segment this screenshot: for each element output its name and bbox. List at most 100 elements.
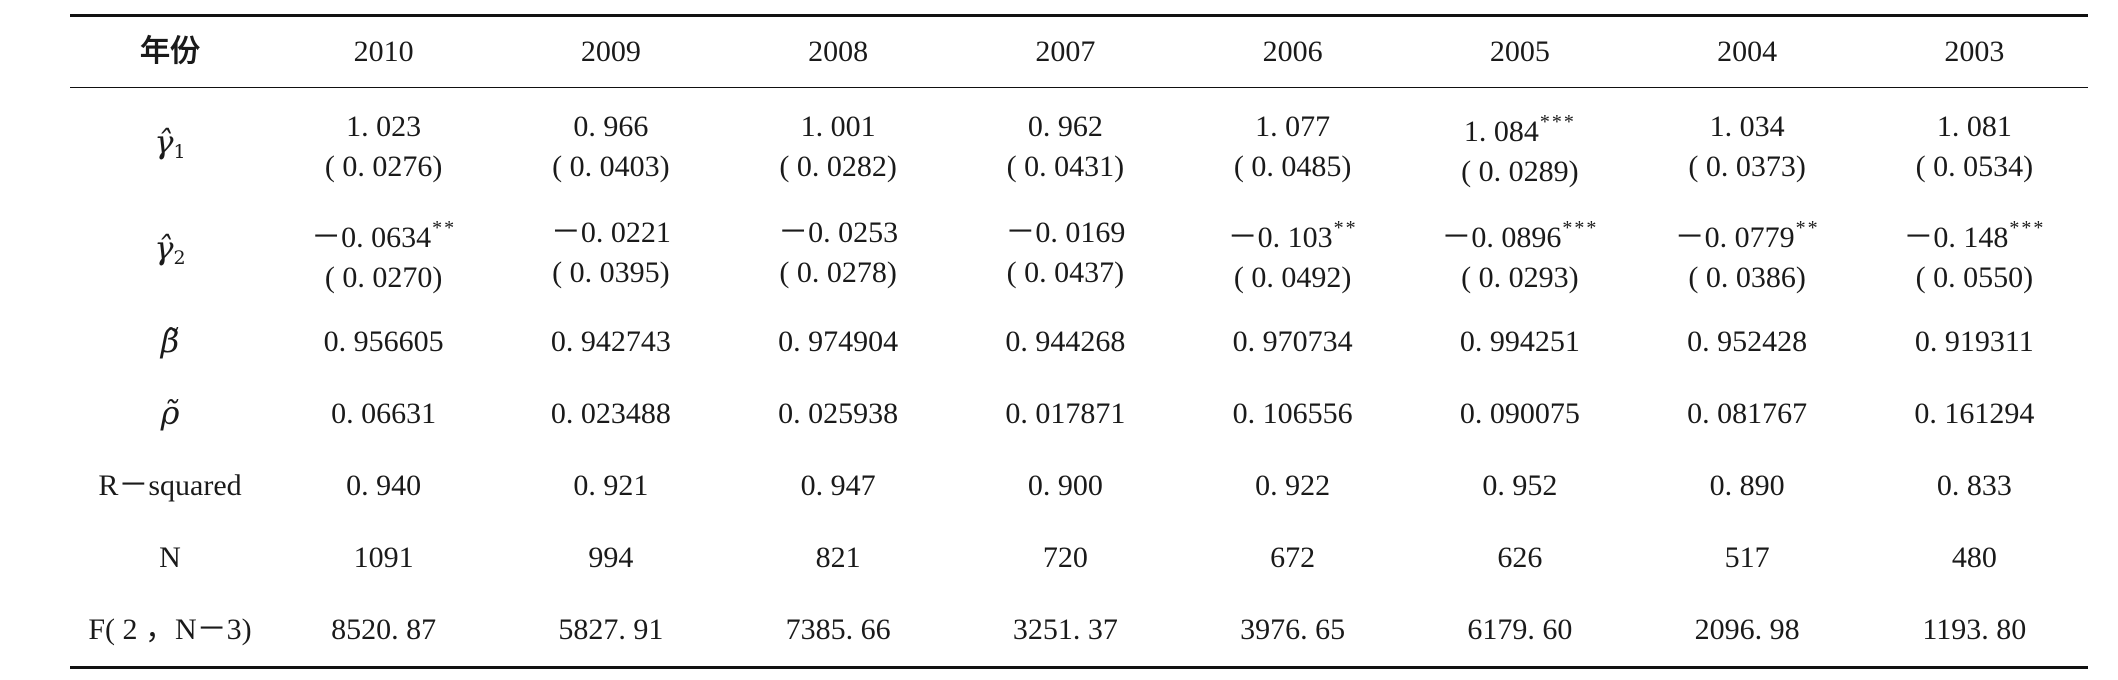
- significance-stars: ***: [1539, 111, 1576, 133]
- statistic-value: 1193. 80: [1922, 613, 2027, 646]
- coefficient-estimate-line: 1. 034: [1634, 107, 1861, 147]
- statistic-row: β̃ 0. 956605 0. 942743 0. 974904 0. 944268 0.…: [70, 306, 2088, 378]
- year-header-cell: 2004: [1717, 35, 1778, 68]
- gamma-hat-symbol: γ̂1: [154, 121, 185, 173]
- row-label-cell: β̃: [70, 306, 270, 378]
- row-label-cell: R－squared: [70, 450, 270, 522]
- coefficient-cell: －0. 0169 ( 0. 0437): [952, 200, 1179, 306]
- statistic-row: N 1091 994 821 720 672 626 517 480: [70, 522, 2088, 594]
- coefficient-value: －0. 148: [1903, 221, 2009, 254]
- standard-error: ( 0. 0534): [1915, 150, 2034, 183]
- coefficient-cell: 1. 081 ( 0. 0534): [1861, 88, 2088, 201]
- coefficient-value: 1. 034: [1709, 110, 1785, 143]
- statistic-value: 0. 952: [1482, 469, 1558, 502]
- statistic-value: 0. 106556: [1232, 397, 1353, 430]
- coefficient-estimate-line: 1. 077: [1179, 107, 1406, 147]
- statistic-value: 0. 952428: [1687, 325, 1808, 358]
- regression-results-table: 年份 2010 2009 2008 2007 2006 2005 2004 20…: [70, 14, 2088, 669]
- statistic-value: 0. 974904: [778, 325, 899, 358]
- statistic-value: 720: [1042, 541, 1088, 574]
- statistic-value: 3251. 37: [1012, 613, 1118, 646]
- statistic-value: 0. 970734: [1232, 325, 1353, 358]
- coefficient-estimate-line: 1. 001: [725, 107, 952, 147]
- coefficient-value: 1. 084: [1463, 115, 1539, 148]
- coefficient-cell: 1. 001 ( 0. 0282): [725, 88, 952, 201]
- coefficient-value: －0. 0779: [1674, 221, 1795, 254]
- coefficient-value: 1. 023: [346, 110, 422, 143]
- standard-error: ( 0. 0289): [1461, 155, 1579, 188]
- standard-error: ( 0. 0492): [1233, 261, 1352, 294]
- statistic-value: 6179. 60: [1467, 613, 1573, 646]
- beta-tilde-symbol: β̃: [160, 322, 180, 360]
- statistic-value: 0. 956605: [323, 325, 444, 358]
- statistic-value: 672: [1270, 541, 1316, 574]
- coefficient-cell: －0. 148*** ( 0. 0550): [1861, 200, 2088, 306]
- year-header-cell: 2005: [1489, 35, 1550, 68]
- statistic-value: 0. 900: [1027, 469, 1103, 502]
- row-label-cell: N: [70, 522, 270, 594]
- coefficient-row: γ̂2 －0. 0634**( 0. 0270) －0. 0221( 0. 0395…: [70, 200, 2088, 306]
- coefficient-value: －0. 0634: [311, 221, 432, 254]
- standard-error: ( 0. 0293): [1461, 261, 1579, 294]
- coefficient-cell: 1. 077 ( 0. 0485): [1179, 88, 1406, 201]
- significance-stars: ***: [1562, 217, 1599, 239]
- row-label: N: [159, 541, 181, 574]
- standard-error: ( 0. 0395): [552, 256, 670, 289]
- regression-table-container: 年份 2010 2009 2008 2007 2006 2005 2004 20…: [70, 14, 2088, 669]
- significance-stars: **: [1795, 217, 1820, 239]
- year-header-cell: 2007: [1035, 35, 1096, 68]
- significance-stars: **: [432, 217, 457, 239]
- statistic-value: 626: [1497, 541, 1543, 574]
- coefficient-value: 1. 081: [1936, 110, 2012, 143]
- coefficient-cell: －0. 0779** ( 0. 0386): [1634, 200, 1861, 306]
- standard-error: ( 0. 0276): [324, 150, 443, 183]
- year-header-cell: 2008: [808, 35, 869, 68]
- statistic-value: 0. 940: [346, 469, 422, 502]
- coefficient-value: －0. 103: [1227, 221, 1333, 254]
- row-label-cell: γ̂2: [70, 200, 270, 306]
- coefficient-estimate-line: 0. 966: [497, 107, 724, 147]
- coefficient-estimate-line: －0. 0253: [725, 213, 952, 253]
- coefficient-value: －0. 0221: [550, 216, 671, 249]
- coefficient-cell: 0. 966 ( 0. 0403): [497, 88, 724, 201]
- statistic-value: 0. 890: [1709, 469, 1785, 502]
- coefficient-estimate-line: －0. 0896***: [1406, 208, 1633, 258]
- coefficient-estimate-line: 1. 084***: [1406, 102, 1633, 152]
- statistic-value: 8520. 87: [331, 613, 437, 646]
- standard-error: ( 0. 0373): [1688, 150, 1806, 183]
- row-label: F( 2 ，N－3): [88, 613, 252, 646]
- gamma-hat-symbol: γ̂2: [154, 227, 185, 279]
- coefficient-value: 1. 077: [1255, 110, 1331, 143]
- standard-error: ( 0. 0550): [1915, 261, 2034, 294]
- coefficient-cell: －0. 0896***( 0. 0293): [1406, 200, 1633, 306]
- statistic-value: 0. 090075: [1459, 397, 1580, 430]
- significance-stars: ***: [2009, 217, 2046, 239]
- statistic-value: 0. 942743: [550, 325, 671, 358]
- table-header-row: 年份 2010 2009 2008 2007 2006 2005 2004 20…: [70, 15, 2088, 88]
- coefficient-estimate-line: －0. 0169: [952, 213, 1179, 253]
- coefficient-estimate-line: －0. 103**: [1179, 208, 1406, 258]
- year-header-cell: 2009: [580, 35, 641, 68]
- statistic-value: 517: [1724, 541, 1770, 574]
- coefficient-value: 0. 966: [573, 110, 649, 143]
- statistic-value: 0. 994251: [1459, 325, 1580, 358]
- year-header-cell: 2003: [1944, 35, 2005, 68]
- standard-error: ( 0. 0386): [1688, 261, 1806, 294]
- statistic-value: 1091: [353, 541, 414, 574]
- statistic-value: 0. 922: [1255, 469, 1331, 502]
- coefficient-value: 1. 001: [800, 110, 876, 143]
- coefficient-estimate-line: 1. 023: [270, 107, 497, 147]
- statistic-value: 0. 023488: [550, 397, 671, 430]
- coefficient-estimate-line: 1. 081: [1861, 107, 2088, 147]
- statistic-row: ρ̃ 0. 06631 0. 023488 0. 025938 0. 017871 0. …: [70, 378, 2088, 450]
- coefficient-cell: 1. 023 ( 0. 0276): [270, 88, 497, 201]
- statistic-value: 3976. 65: [1240, 613, 1346, 646]
- coefficient-cell: 1. 034 ( 0. 0373): [1634, 88, 1861, 201]
- standard-error: ( 0. 0270): [324, 261, 443, 294]
- standard-error: ( 0. 0437): [1006, 256, 1125, 289]
- statistic-row: R－squared 0. 940 0. 921 0. 947 0. 900 0. 922 0…: [70, 450, 2088, 522]
- statistic-value: 0. 161294: [1914, 397, 2035, 430]
- statistic-value: 0. 833: [1936, 469, 2012, 502]
- statistic-value: 2096. 98: [1694, 613, 1800, 646]
- coefficient-cell: －0. 0221 ( 0. 0395): [497, 200, 724, 306]
